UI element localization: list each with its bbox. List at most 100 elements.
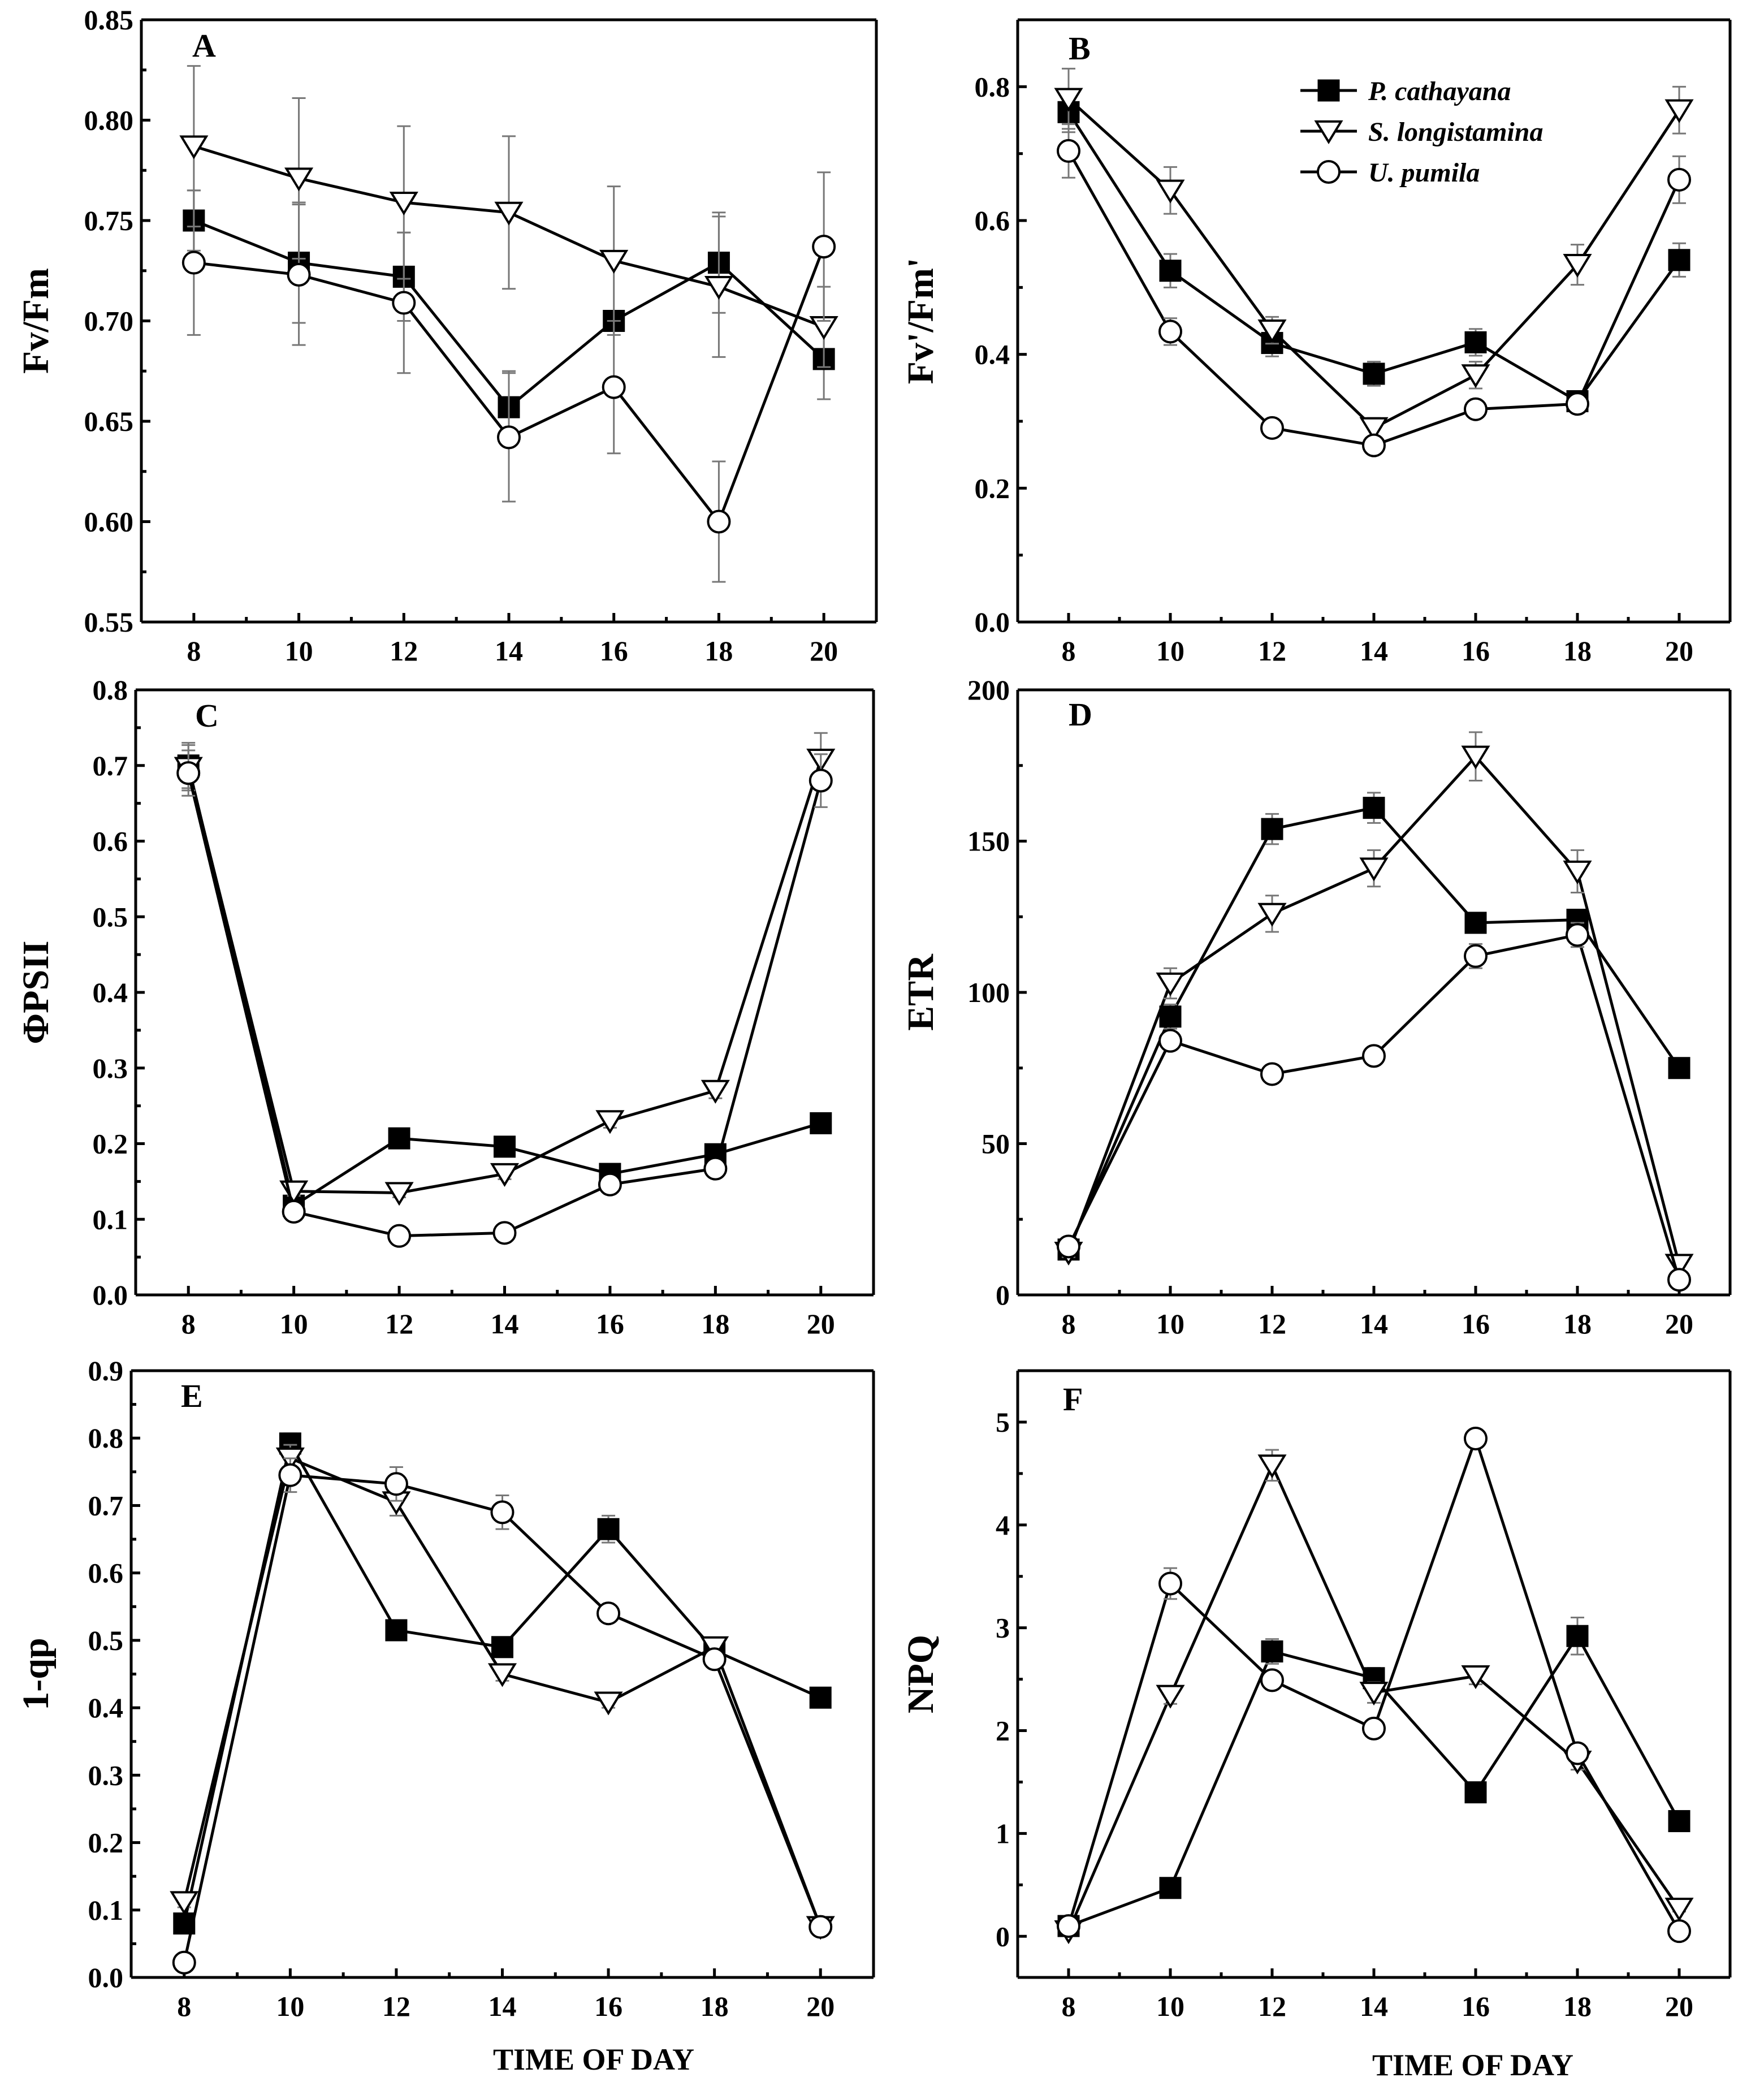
data-point-circle xyxy=(282,1199,306,1224)
data-point-triangle xyxy=(704,276,733,300)
x-tick-label: 10 xyxy=(280,1308,308,1340)
data-point-square xyxy=(810,1112,832,1134)
data-point-triangle xyxy=(1156,179,1185,204)
data-point-square xyxy=(388,1127,410,1150)
x-tick-label: 18 xyxy=(1563,1990,1592,2022)
y-axis-label: ΦPSII xyxy=(15,940,57,1044)
data-point-triangle xyxy=(284,167,314,192)
series-line xyxy=(1067,933,1681,1280)
data-point-circle xyxy=(176,761,201,785)
data-point-circle xyxy=(703,1156,728,1181)
data-point-square xyxy=(1363,797,1385,819)
legend-label: P. cathayana xyxy=(1368,76,1511,106)
panel-letter: B xyxy=(1069,30,1091,67)
data-point-square xyxy=(1464,912,1487,934)
data-point-triangle xyxy=(1054,88,1083,112)
y-axis-label: ETR xyxy=(900,953,941,1031)
x-tick-label: 16 xyxy=(1462,1308,1490,1340)
data-point-circle xyxy=(1566,392,1589,416)
data-point-triangle xyxy=(490,1163,520,1187)
data-point-triangle xyxy=(1257,319,1287,344)
data-point-circle xyxy=(1057,139,1080,163)
x-tick-label: 10 xyxy=(285,635,313,667)
y-tick-label: 2 xyxy=(996,1715,1010,1747)
series-triangle xyxy=(170,1444,835,1940)
x-tick-label: 20 xyxy=(806,1990,835,2022)
y-tick-label: 0.1 xyxy=(93,1203,128,1235)
x-tick-label: 14 xyxy=(491,1308,519,1340)
x-tick-label: 16 xyxy=(596,1308,624,1340)
data-point-square xyxy=(1159,1005,1182,1028)
x-tick-label: 18 xyxy=(1563,1308,1592,1340)
x-tick-label: 18 xyxy=(1563,635,1592,667)
chart-panel-c: 0.0 0.1 0.2 0.3 0.4 0.5 0.6 0.7 0.8 8 10 12 14 16 18 20… xyxy=(15,674,875,1340)
series-triangle xyxy=(1054,1449,1694,1945)
data-point-triangle xyxy=(1359,1682,1389,1706)
data-point-circle xyxy=(172,1950,196,1975)
y-tick-label: 0.1 xyxy=(88,1894,124,1926)
data-point-circle xyxy=(1260,1062,1284,1086)
y-tick-label: 0.3 xyxy=(88,1759,124,1791)
data-point-triangle xyxy=(594,1691,623,1716)
data-point-triangle xyxy=(701,1079,730,1104)
x-tick-label: 10 xyxy=(1156,1308,1184,1340)
data-point-triangle xyxy=(1359,417,1389,441)
series-line xyxy=(1067,754,1681,1266)
y-tick-label: 0.85 xyxy=(84,4,134,36)
y-tick-label: 4 xyxy=(996,1509,1010,1541)
data-point-circle xyxy=(602,375,626,399)
y-tick-label: 0.65 xyxy=(84,405,134,437)
data-point-circle xyxy=(707,509,731,534)
data-point-square xyxy=(597,1518,620,1540)
data-point-circle xyxy=(1566,923,1589,947)
data-point-circle xyxy=(287,262,311,287)
x-tick-label: 8 xyxy=(177,1990,191,2022)
data-point-square xyxy=(1317,79,1340,102)
data-point-circle xyxy=(596,1601,621,1626)
data-point-circle xyxy=(812,235,836,259)
x-tick-label: 8 xyxy=(1062,1308,1076,1340)
y-tick-label: 0.0 xyxy=(93,1279,128,1311)
panel-letter: E xyxy=(181,1377,203,1414)
data-point-triangle xyxy=(1664,99,1694,123)
x-tick-label: 12 xyxy=(382,1990,410,2022)
data-point-triangle xyxy=(1664,1898,1694,1922)
series-circle xyxy=(172,1457,833,1975)
y-tick-label: 0.2 xyxy=(93,1128,128,1160)
series-circle xyxy=(176,749,833,1248)
y-tick-label: 0.4 xyxy=(975,339,1010,370)
series-square xyxy=(177,742,832,1217)
data-point-square xyxy=(1668,1810,1690,1833)
x-tick-label: 14 xyxy=(1360,635,1388,667)
data-point-circle xyxy=(1464,397,1488,421)
data-point-square xyxy=(1261,818,1283,840)
data-point-circle xyxy=(1158,319,1182,344)
data-point-circle xyxy=(598,1172,622,1197)
data-point-triangle xyxy=(170,1891,199,1915)
y-tick-label: 0.7 xyxy=(93,750,128,781)
data-point-triangle xyxy=(1359,857,1389,882)
y-tick-label: 0.0 xyxy=(88,1962,124,1993)
x-tick-label: 20 xyxy=(807,1308,835,1340)
y-tick-label: 0.80 xyxy=(84,105,134,136)
y-tick-label: 0.7 xyxy=(88,1489,124,1521)
data-point-circle xyxy=(1362,1716,1386,1741)
y-tick-label: 0.4 xyxy=(88,1692,124,1724)
data-point-square xyxy=(1464,331,1487,353)
chart-panel-b: 0.0 0.2 0.4 0.6 0.8 8 10 12 14 16 18 20 Fv'/Fm' B P. c… xyxy=(900,18,1732,667)
x-tick-label: 12 xyxy=(1258,635,1286,667)
series-circle xyxy=(1057,1427,1691,1944)
data-point-circle xyxy=(1158,1029,1182,1053)
y-tick-label: 0 xyxy=(996,1920,1010,1952)
y-tick-label: 50 xyxy=(982,1128,1010,1160)
data-point-circle xyxy=(1057,1234,1080,1259)
data-point-circle xyxy=(1667,1268,1691,1292)
y-tick-label: 0.8 xyxy=(88,1422,124,1454)
series-square xyxy=(1057,1616,1690,1937)
data-point-circle xyxy=(1057,1914,1080,1938)
data-point-circle xyxy=(1464,944,1488,968)
data-point-square xyxy=(1464,1781,1487,1804)
data-point-triangle xyxy=(595,1110,625,1134)
data-point-triangle xyxy=(179,135,209,159)
legend-label: U. pumila xyxy=(1368,158,1480,188)
